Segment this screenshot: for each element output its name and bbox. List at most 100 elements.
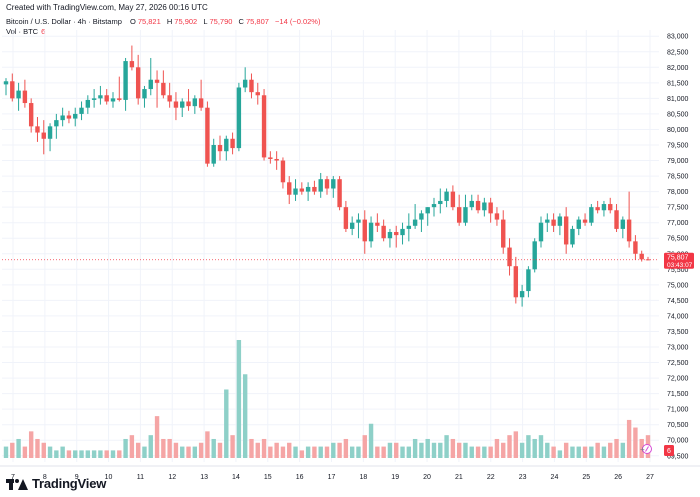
candle-body <box>242 79 248 88</box>
candle-body <box>639 253 644 260</box>
candle-body <box>375 222 380 226</box>
candle-body <box>438 200 443 205</box>
candle-body <box>16 90 21 99</box>
volume-bar <box>167 438 172 458</box>
candle-body <box>494 213 500 220</box>
candle-body <box>412 219 418 226</box>
volume-bar <box>293 446 298 458</box>
candle-body <box>545 219 550 223</box>
candle-body <box>526 269 531 292</box>
volume-bar <box>135 442 141 458</box>
volume-bar <box>211 438 216 458</box>
candle-body <box>85 99 91 108</box>
candle-body <box>551 219 556 226</box>
volume-bar <box>444 435 449 458</box>
volume-bar <box>626 419 632 458</box>
y-tick-label: 72,000 <box>667 376 689 383</box>
volume-bar <box>331 442 336 458</box>
volume-bar <box>431 442 437 458</box>
volume-bar <box>280 446 286 458</box>
axes: 83,000 82,500 82,000 81,500 81,000 80,500 80,0… <box>0 34 700 481</box>
volume-bar <box>488 446 493 458</box>
y-tick-label: 77,500 <box>667 205 689 212</box>
add-event-icon[interactable]: + <box>640 445 645 454</box>
ohlc-open: O 75,821 <box>129 17 161 26</box>
candle-body <box>475 200 481 211</box>
ohlc-change: −14 (−0.02%) <box>275 17 321 26</box>
candle-body <box>425 207 430 214</box>
volume-bar <box>205 431 210 458</box>
volume-bar <box>41 442 46 458</box>
y-tick-label: 80,500 <box>667 111 689 118</box>
legend-row-volume: Vol · BTC 6 <box>6 27 322 37</box>
symbol-title[interactable]: Bitcoin / U.S. Dollar · 4h · Bitstamp <box>6 17 122 26</box>
candle-body <box>488 202 493 214</box>
candle-body <box>123 61 128 100</box>
candle-body <box>129 61 135 68</box>
volume-bar <box>236 340 242 458</box>
candle-body <box>268 157 273 159</box>
candle-body <box>167 95 172 102</box>
candle-body <box>331 179 336 189</box>
volume-bar <box>54 450 59 458</box>
x-tick-label: 17 <box>328 474 336 481</box>
volume-bar <box>268 446 273 458</box>
y-tick-label: 79,000 <box>667 158 689 165</box>
volume-bar <box>35 438 40 458</box>
candle-body <box>230 138 235 149</box>
y-tick-label: 74,000 <box>667 313 689 320</box>
volume-bar <box>10 442 15 458</box>
volume-label[interactable]: Vol · BTC <box>6 27 39 36</box>
candle-body <box>324 179 330 189</box>
y-tick-label: 72,500 <box>667 360 689 367</box>
candle-body <box>180 101 185 108</box>
y-tick-label: 83,000 <box>667 34 689 41</box>
y-tick-label: 77,000 <box>667 220 689 227</box>
candle-body <box>173 101 179 108</box>
candle-body <box>91 98 97 100</box>
candle-body <box>41 132 46 139</box>
volume-bar <box>375 446 380 458</box>
candle-body <box>299 188 305 192</box>
candle-body <box>633 241 638 254</box>
tradingview-logo-icon <box>6 477 28 491</box>
volume-bar <box>47 446 53 458</box>
y-tick-label: 78,500 <box>667 174 689 181</box>
candle-body <box>198 98 204 108</box>
tradingview-brand[interactable]: TradingView <box>6 476 106 491</box>
volume-bar <box>501 442 506 458</box>
candle-body <box>274 158 279 161</box>
x-tick-label: 12 <box>168 474 176 481</box>
candle-body <box>614 210 619 229</box>
candle-body <box>356 219 361 223</box>
volume-bar <box>66 450 72 458</box>
candle-body <box>305 186 311 192</box>
volume-bar <box>482 446 487 458</box>
volume-bar <box>3 446 9 458</box>
volume-bar <box>412 438 418 458</box>
volume-bar <box>381 446 386 458</box>
candle-body <box>601 204 607 211</box>
y-tick-label: 81,500 <box>667 80 689 87</box>
candle-body <box>608 204 613 211</box>
volume-bar <box>456 442 462 458</box>
candle-body <box>469 200 474 208</box>
volume-bar <box>16 438 21 458</box>
volume-bar <box>255 442 260 458</box>
volume-bar <box>419 442 424 458</box>
volume-bar <box>507 435 512 458</box>
candle-body <box>3 81 9 85</box>
x-tick-label: 13 <box>200 474 208 481</box>
x-tick-label: 23 <box>519 474 527 481</box>
volume-bar <box>28 431 34 458</box>
candle-body <box>557 216 563 226</box>
volume-bar <box>123 438 128 458</box>
y-tick-label: 76,500 <box>667 236 689 243</box>
volume-bar <box>387 442 393 458</box>
created-with-caption: Created with TradingView.com, May 27, 20… <box>6 3 208 12</box>
candle-body <box>419 213 424 220</box>
candle-body <box>79 107 84 114</box>
y-tick-label: 80,000 <box>667 127 689 134</box>
volume-bar <box>91 450 97 458</box>
